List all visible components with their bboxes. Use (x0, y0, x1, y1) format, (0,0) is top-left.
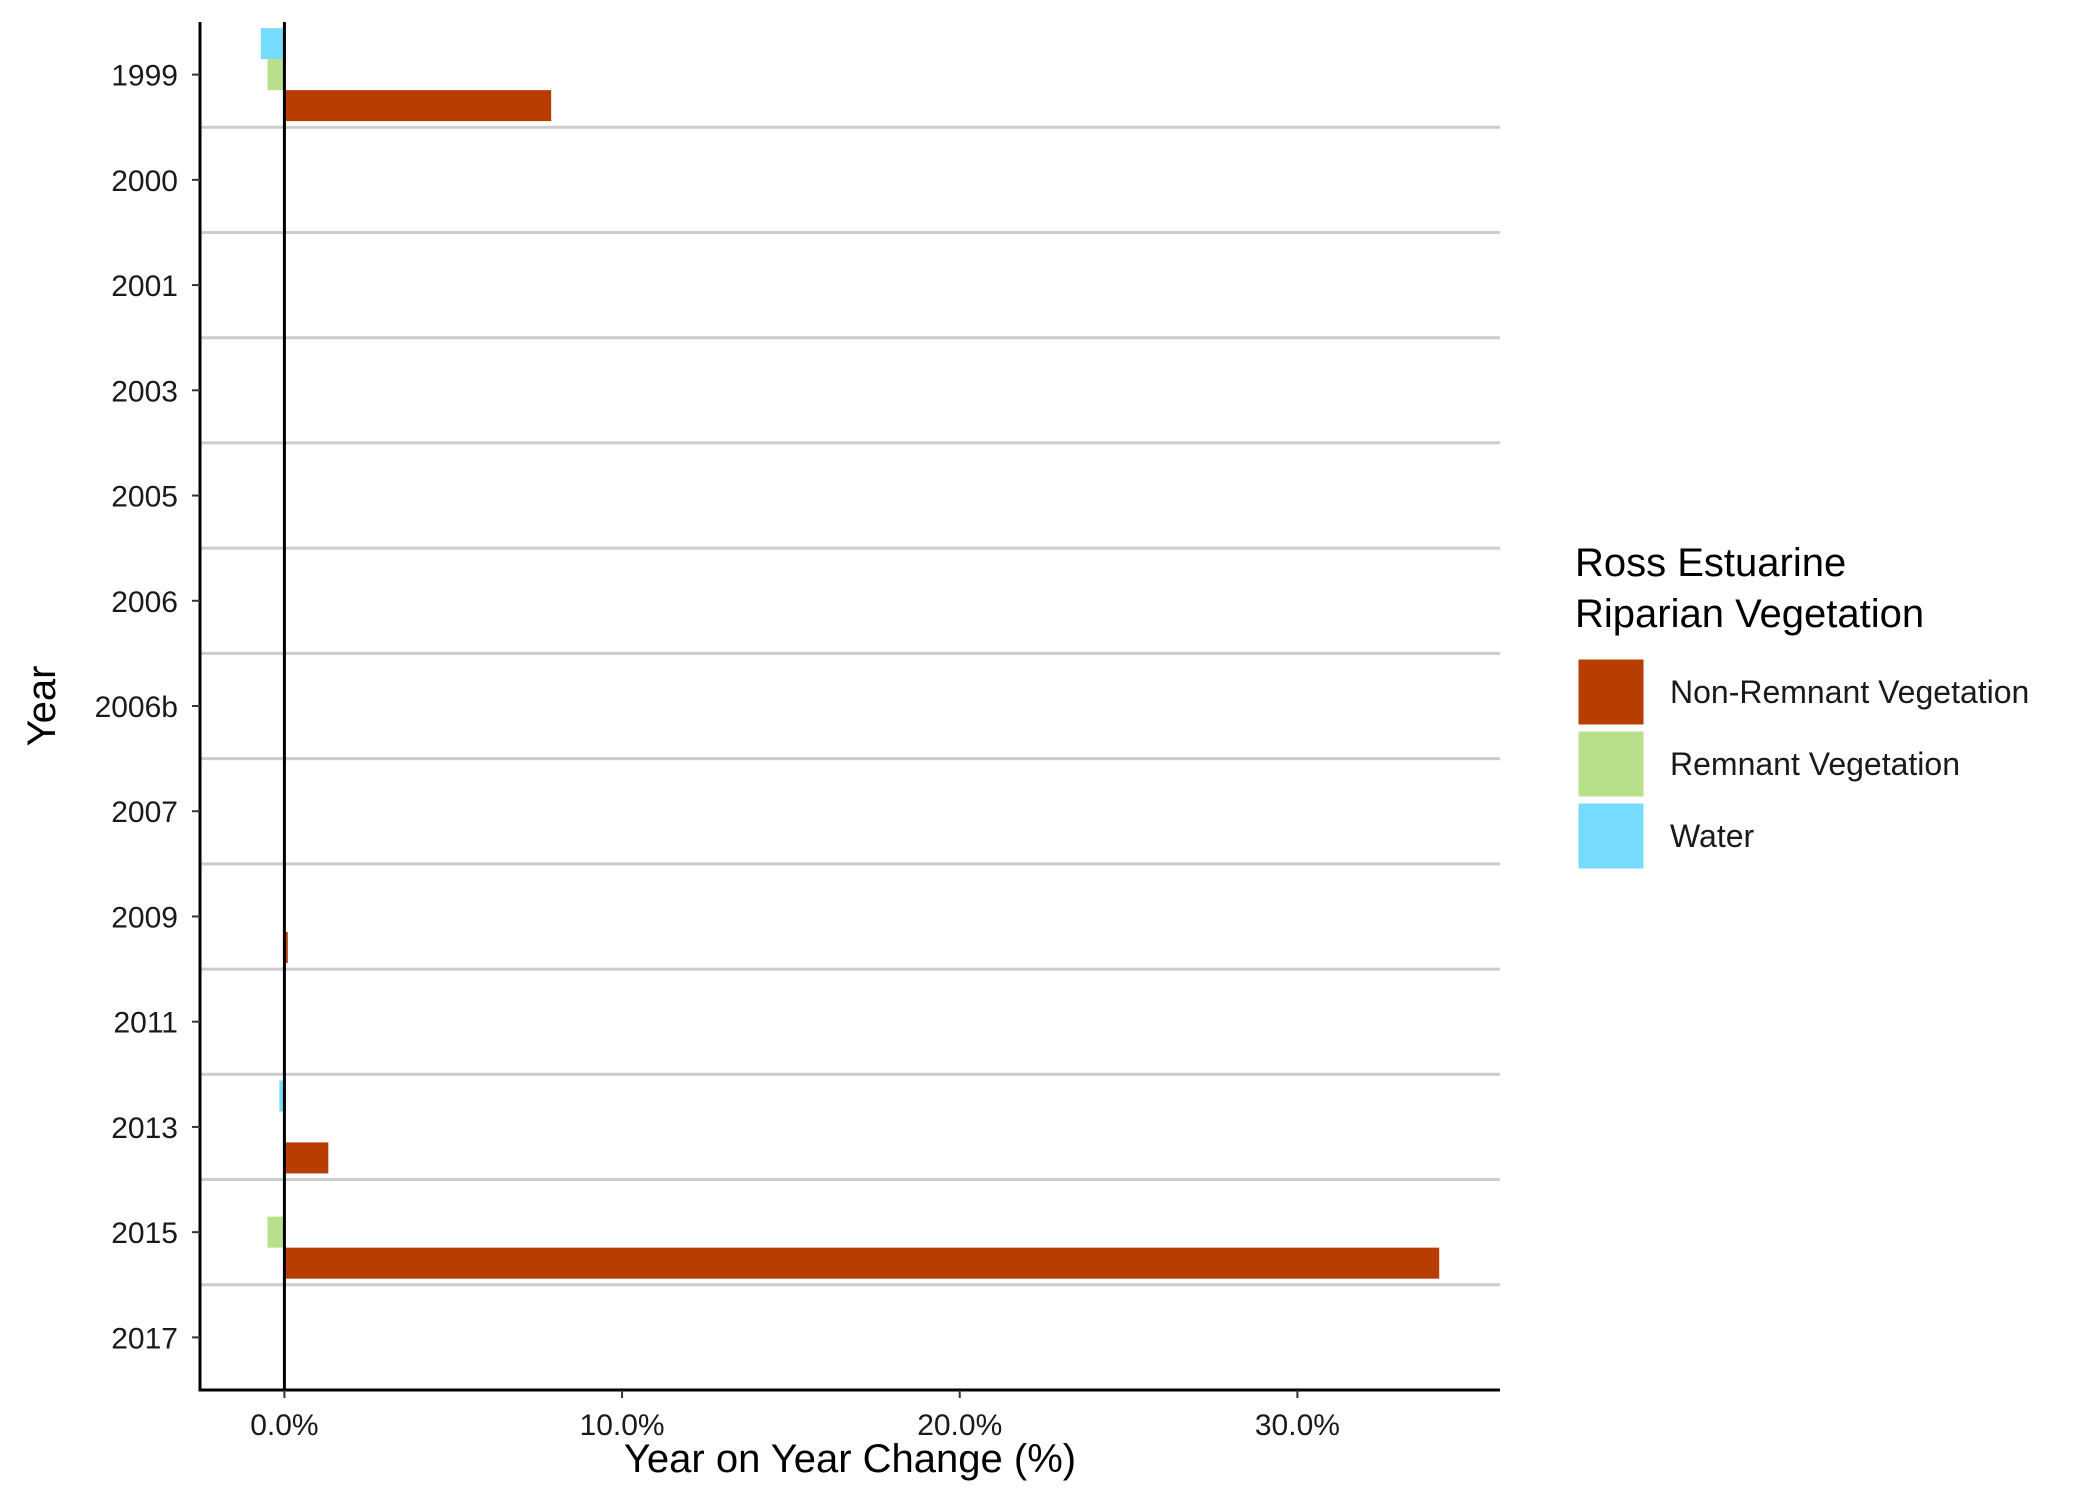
y-tick-label: 2003 (111, 375, 178, 408)
bar-non-remnant-vegetation-2009 (284, 931, 288, 963)
legend-swatch-non-remnant-vegetation (1575, 656, 1647, 728)
y-tick-label: 2000 (111, 165, 178, 198)
bar-water-2013 (279, 1080, 285, 1112)
bars (260, 28, 1440, 1279)
y-tick-label: 2013 (111, 1112, 178, 1145)
legend-label-remnant-vegetation: Remnant Vegetation (1670, 746, 1960, 782)
legend-title-line-2: Riparian Vegetation (1575, 592, 1924, 636)
y-axis-title: Year (20, 666, 64, 747)
y-tick-label: 2011 (113, 1007, 178, 1040)
legend: Ross Estuarine Riparian Vegetation Non-R… (1575, 541, 2029, 872)
bar-non-remnant-vegetation-2015 (284, 1247, 1440, 1279)
legend-items: Non-Remnant Vegetation Remnant Vegetation… (1575, 656, 2029, 872)
legend-label-water: Water (1670, 818, 1755, 854)
legend-label-non-remnant-vegetation: Non-Remnant Vegetation (1670, 674, 2029, 710)
y-tick-label: 2007 (111, 796, 178, 829)
y-tick-label: 2006 (111, 586, 178, 619)
y-tick-label: 2015 (111, 1217, 178, 1250)
bar-water-1999 (260, 28, 285, 60)
bar-remnant-vegetation-2015 (267, 1216, 285, 1248)
x-tick-label: 0.0% (250, 1409, 318, 1442)
y-axis-ticks: 1999 2000 2001 2003 2005 2006 2006b 2007 2009 201… (95, 60, 200, 1355)
y-tick-label: 2005 (111, 481, 178, 514)
y-tick-label: 2001 (111, 270, 178, 303)
bar-non-remnant-vegetation-2013 (284, 1142, 329, 1174)
y-tick-label: 1999 (111, 60, 178, 93)
bar-remnant-vegetation-1999 (267, 59, 285, 91)
bar-non-remnant-vegetation-1999 (284, 90, 552, 122)
x-tick-label: 20.0% (917, 1409, 1002, 1442)
x-tick-label: 10.0% (580, 1409, 665, 1442)
x-axis-ticks: 0.0% 10.0% 20.0% 30.0% (250, 1390, 1340, 1442)
y-tick-label: 2006b (95, 691, 178, 724)
x-axis-title: Year on Year Change (%) (624, 1437, 1076, 1481)
y-tick-label: 2009 (111, 901, 178, 934)
legend-swatch-remnant-vegetation (1575, 728, 1647, 800)
legend-title-line-1: Ross Estuarine (1575, 541, 1846, 585)
x-tick-label: 30.0% (1255, 1409, 1340, 1442)
row-separators (200, 125, 1500, 1287)
y-tick-label: 2017 (111, 1322, 178, 1355)
legend-swatch-water (1575, 800, 1647, 872)
